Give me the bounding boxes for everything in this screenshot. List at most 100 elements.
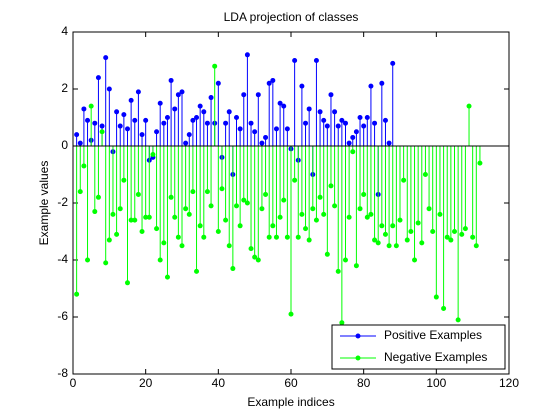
- stem-marker: [237, 126, 243, 132]
- stem-marker: [441, 305, 447, 311]
- stem-marker: [255, 257, 261, 263]
- stem-marker: [281, 197, 287, 203]
- x-tick-label: 60: [284, 376, 298, 390]
- stem-marker: [161, 120, 167, 126]
- stem-marker: [277, 214, 283, 220]
- stem-marker: [215, 80, 221, 86]
- stem-marker: [106, 86, 112, 92]
- x-tick-label: 120: [499, 376, 519, 390]
- stem-marker: [226, 243, 232, 249]
- stem-marker: [190, 189, 196, 195]
- stem-marker: [353, 263, 359, 269]
- stem-marker: [114, 231, 120, 237]
- stem-marker: [281, 103, 287, 109]
- stem-marker: [226, 109, 232, 115]
- stem-marker: [190, 117, 196, 123]
- x-tick-label: 80: [357, 376, 371, 390]
- stem-marker: [415, 220, 421, 226]
- stem-marker: [212, 63, 218, 69]
- stem-marker: [128, 97, 134, 103]
- stem-marker: [106, 237, 112, 243]
- stem-marker: [204, 120, 210, 126]
- stem-marker: [473, 243, 479, 249]
- stem-marker: [372, 237, 378, 243]
- stem-marker: [343, 120, 348, 126]
- stem-marker: [223, 217, 229, 223]
- stem-marker: [299, 83, 305, 89]
- stem-marker: [270, 223, 276, 229]
- stem-marker: [263, 134, 269, 140]
- stem-marker: [117, 123, 123, 129]
- stem-marker: [183, 140, 189, 146]
- stem-marker: [114, 109, 120, 115]
- stem-marker: [437, 211, 443, 217]
- stem-marker: [412, 257, 418, 263]
- stem-marker: [117, 206, 123, 212]
- stem-marker: [357, 115, 363, 120]
- stem-marker: [164, 115, 170, 120]
- stem-marker: [292, 177, 298, 183]
- x-tick-label: 20: [139, 376, 153, 390]
- stem-marker: [266, 234, 272, 240]
- stem-marker: [401, 177, 407, 183]
- stem-marker: [332, 203, 338, 209]
- stem-marker: [175, 234, 181, 240]
- stem-marker: [321, 117, 327, 123]
- stem-marker: [95, 194, 101, 200]
- y-tick-label: -4: [57, 252, 68, 266]
- stem-marker: [317, 109, 323, 115]
- stem-marker: [194, 115, 200, 120]
- stem-marker: [263, 191, 269, 197]
- stem-marker: [317, 194, 323, 200]
- stem-marker: [382, 117, 388, 123]
- stem-marker: [310, 206, 316, 212]
- stem-marker: [172, 106, 178, 112]
- stem-marker: [168, 194, 174, 200]
- stem-marker: [121, 177, 127, 183]
- stem-marker: [168, 77, 174, 83]
- stem-marker: [462, 226, 468, 232]
- stem-marker: [448, 237, 454, 243]
- stem-marker: [346, 140, 352, 146]
- stem-marker: [339, 117, 345, 123]
- stem-marker: [164, 274, 170, 280]
- stem-marker: [284, 126, 290, 132]
- stem-marker: [466, 103, 472, 109]
- stem-marker: [77, 189, 83, 195]
- stem-marker: [357, 206, 363, 212]
- stem-marker: [346, 214, 352, 220]
- stem-marker: [368, 211, 374, 217]
- legend-label: Negative Examples: [384, 350, 487, 364]
- stem-marker: [179, 89, 185, 95]
- stem-marker: [328, 92, 334, 98]
- stem-marker: [321, 211, 327, 217]
- stem-marker: [241, 92, 247, 98]
- stem-marker: [295, 234, 301, 240]
- stem-marker: [266, 80, 272, 86]
- x-tick-label: 40: [212, 376, 226, 390]
- stem-marker: [277, 100, 283, 106]
- stem-marker: [299, 211, 305, 217]
- stem-marker: [208, 203, 214, 209]
- stem-marker: [74, 132, 80, 138]
- stem-marker: [194, 268, 200, 274]
- y-tick-label: -6: [57, 309, 68, 323]
- stem-marker: [95, 75, 101, 81]
- y-tick-label: -8: [57, 366, 68, 380]
- stem-marker: [422, 172, 428, 177]
- stem-marker: [361, 191, 367, 197]
- stem-marker: [234, 203, 239, 209]
- stem-marker: [197, 103, 203, 109]
- stem-marker: [270, 77, 276, 83]
- stem-marker: [353, 129, 359, 135]
- stem-marker: [379, 80, 385, 86]
- stem-marker: [88, 103, 94, 109]
- stem-marker: [139, 132, 145, 138]
- stem-marker: [208, 95, 214, 101]
- stem-marker: [150, 152, 156, 158]
- stem-marker: [386, 243, 392, 249]
- stem-marker: [335, 123, 341, 129]
- stem-marker: [121, 112, 127, 118]
- stem-marker: [103, 260, 109, 266]
